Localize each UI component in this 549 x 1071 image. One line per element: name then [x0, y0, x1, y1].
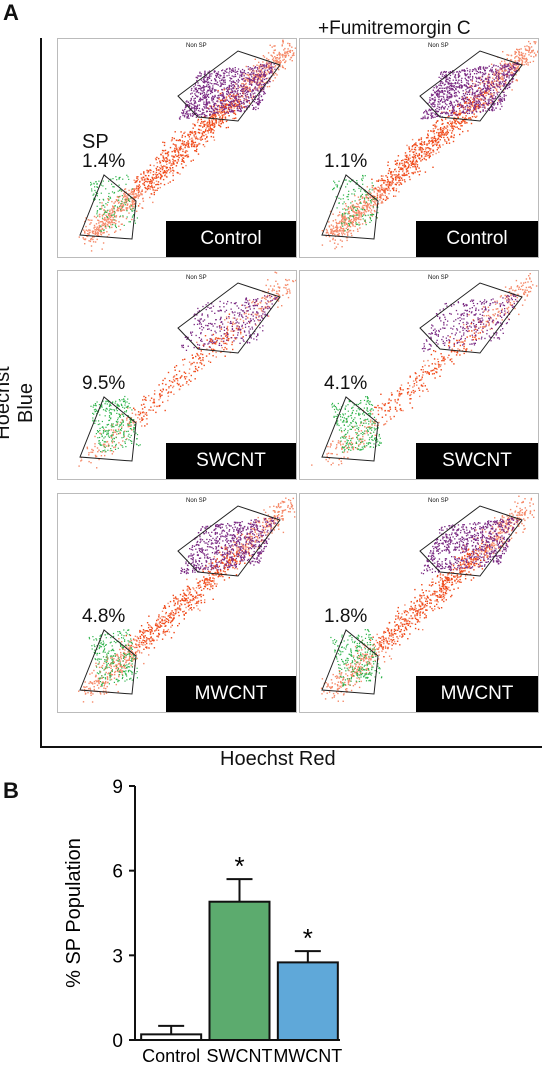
condition-label: SWCNT [416, 443, 538, 479]
flow-plot-mwcnt: Non SP 4.8% MWCNT [57, 493, 297, 713]
x-axis-title: Hoechst Red [220, 748, 336, 770]
sp-percent-label: 4.1% [324, 373, 368, 394]
flow-plot-mwcnt-fumitremorgin: Non SP 1.8% MWCNT [299, 493, 539, 713]
flow-plot-control: Non SP SP 1.4% Control [57, 38, 297, 258]
bar-control [140, 1033, 203, 1042]
sp-percent-label: 9.5% [82, 373, 126, 394]
scatter-dots [320, 495, 535, 702]
scatter-dots [78, 39, 296, 252]
panel-a-axis-frame [40, 38, 542, 748]
y-axis-label: % SP Population [63, 838, 85, 988]
non-sp-gate-label: Non SP [186, 498, 207, 504]
sp-percent-label: 1.4% [82, 151, 126, 172]
y-tick-label: 6 [112, 862, 123, 883]
bar-swcnt [208, 900, 271, 1041]
condition-label: Control [166, 221, 296, 257]
non-sp-gate-label: Non SP [428, 498, 449, 504]
sp-percent-label: 1.8% [324, 606, 368, 627]
bar-mwcnt [276, 961, 339, 1041]
x-tick-label: MWCNT [273, 1046, 342, 1066]
sp-percent-label: 4.8% [82, 606, 126, 627]
y-axis-title: Hoechst Blue [0, 366, 37, 440]
scatter-dots [78, 497, 296, 703]
x-tick-label: SWCNT [207, 1046, 273, 1066]
flow-plot-swcnt-fumitremorgin: Non SP 4.1% SWCNT [299, 270, 539, 480]
panel-b-label: B [3, 778, 19, 803]
y-tick-label: 9 [112, 777, 123, 798]
scatter-dots [311, 273, 538, 466]
x-tick-label: Control [142, 1046, 200, 1066]
significance-marker: * [303, 923, 313, 953]
non-sp-gate-label: Non SP [186, 43, 207, 49]
non-sp-gate-label: Non SP [186, 275, 207, 281]
sp-population-bar-chart: 0 3 6 9 % SP Population Control * SWCNT * MWCNT [63, 777, 342, 1066]
column-title: +Fumitremorgin C [318, 18, 471, 39]
y-tick-label: 3 [112, 946, 123, 967]
non-sp-gate-label: Non SP [428, 43, 449, 49]
panel-a-label: A [3, 0, 19, 25]
y-tick-label: 0 [112, 1031, 123, 1052]
flow-plot-control-fumitremorgin: Non SP 1.1% Control [299, 38, 539, 258]
non-sp-gate-label: Non SP [428, 275, 449, 281]
flow-plot-swcnt: Non SP 9.5% SWCNT [57, 270, 297, 480]
condition-label: Control [416, 221, 538, 257]
condition-label: MWCNT [416, 676, 538, 712]
sp-gate-label: SP [82, 131, 109, 153]
condition-label: MWCNT [166, 676, 296, 712]
scatter-dots [321, 40, 538, 250]
significance-marker: * [234, 851, 244, 881]
scatter-dots [78, 271, 296, 469]
sp-percent-label: 1.1% [324, 151, 368, 172]
condition-label: SWCNT [166, 443, 296, 479]
